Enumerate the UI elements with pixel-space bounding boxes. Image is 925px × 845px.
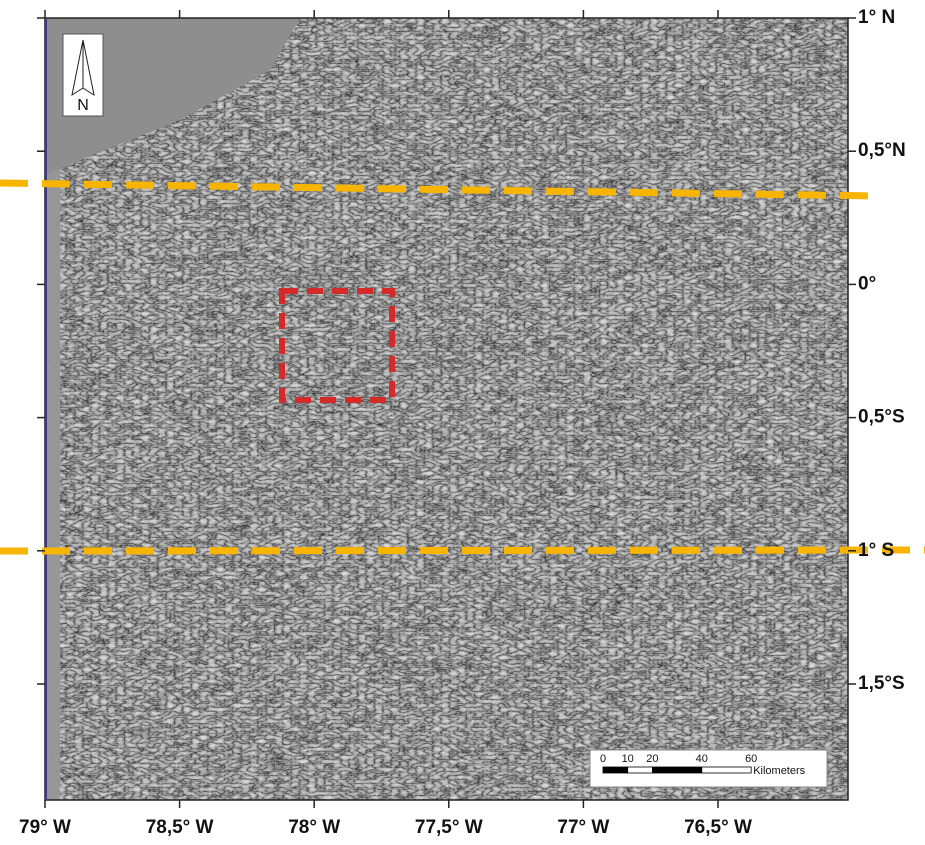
- overlays: [0, 179, 925, 555]
- lon-label: 76,5° W: [684, 817, 752, 838]
- lat-label: 0°: [858, 273, 876, 294]
- scale-label: 0: [600, 753, 606, 765]
- scale-label: 60: [745, 753, 757, 765]
- lat-label: 0,5°S: [858, 407, 905, 428]
- scale-segment: [701, 766, 752, 774]
- scale-label: 20: [646, 753, 658, 765]
- scale-segment: [652, 766, 703, 774]
- lat-label: 1,5°S: [858, 673, 905, 694]
- lon-label: 77,5° W: [415, 817, 483, 838]
- scale-label: 40: [696, 753, 708, 765]
- scale-label: 10: [622, 753, 634, 765]
- scale-segment: [602, 766, 629, 774]
- north-label: N: [77, 97, 89, 114]
- lon-label: 78,5° W: [146, 817, 214, 838]
- lon-label: 79° W: [19, 817, 71, 838]
- lat-label: 0,5°N: [858, 140, 906, 161]
- lat-label: 1° N: [858, 7, 895, 28]
- lat-label: 1° S: [858, 540, 894, 561]
- lon-label: 77° W: [557, 817, 609, 838]
- lon-label: 78° W: [288, 817, 340, 838]
- terrain: [45, 18, 848, 800]
- scale-unit: Kilometers: [753, 765, 805, 777]
- north-arrow: N: [62, 33, 104, 117]
- scale-segment: [627, 766, 653, 774]
